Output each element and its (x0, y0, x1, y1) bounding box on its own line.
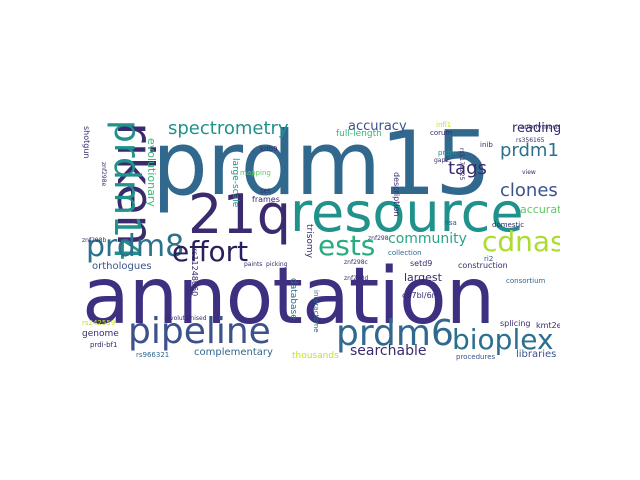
word-splicing: splicing (500, 319, 531, 328)
word-riken: riken (106, 122, 164, 247)
word-construction: construction (458, 261, 508, 270)
word-setd9: setd9 (410, 259, 433, 268)
word-database: database (288, 278, 298, 320)
word-description: description (392, 172, 401, 217)
word-znf298c: znf298c (344, 259, 368, 266)
word-set: set (260, 187, 271, 195)
word-full-length: full-length (336, 129, 382, 139)
word-large-scale: large-scale (230, 158, 240, 208)
word-shotgun: shotgun (82, 126, 91, 159)
word-prdm: prdm (438, 149, 457, 157)
word-complementary: complementary (194, 347, 273, 358)
word-prdm6: prdm6 (336, 313, 454, 354)
word-tags: tags (448, 158, 487, 179)
word-c57bl6n: c57bl/6n (402, 291, 437, 300)
word-effort: effort (172, 235, 249, 268)
word-collection: collection (388, 249, 422, 257)
word-annotation: annotation (82, 252, 495, 342)
word-kdb9: kdb9 (260, 145, 278, 153)
word-mapping: mapping (240, 169, 271, 177)
word-interactome: interactome (312, 290, 320, 333)
word-znf298e: znf298e (100, 162, 107, 187)
word-ests: ests (318, 229, 376, 262)
word-cdnas: cdnas (482, 225, 560, 258)
word-inib: inib (480, 141, 493, 149)
word-21q: 21q (188, 183, 291, 246)
word-domestic: domestic (492, 221, 525, 229)
word-rs966321: rs966321 (136, 351, 170, 359)
word-evolutionary: evolutionary (145, 138, 158, 207)
word-libraries: libraries (516, 349, 557, 360)
word-reading: reading (512, 121, 560, 136)
word-orthologues: orthologues (92, 261, 152, 272)
word-ri2: ri2 (484, 255, 494, 263)
word-trisomy: trisomy (304, 224, 314, 259)
word-clones: clones (500, 180, 558, 201)
word-cloud: prdm15 annotation resource 21q riken pip… (80, 118, 560, 363)
word-znf298b: znf298b (82, 237, 107, 244)
word-znf298: znf298 (368, 235, 389, 242)
word-prdm14: prdm14 (106, 120, 147, 261)
word-revolutionised: revolutionised (164, 315, 207, 322)
word-resource: resource (290, 181, 524, 244)
word-infl1: infl1 (436, 121, 452, 129)
word-rs1179225: rs1179225 (458, 148, 465, 181)
word-genome: genome (82, 329, 119, 339)
word-community: community (388, 231, 467, 247)
word-znf298d: znf298d (344, 275, 369, 282)
word-rs356165: rs356165 (516, 137, 545, 144)
word-prdi-bfl: prdi-bf1 (90, 341, 118, 349)
word-frames: frames (252, 195, 280, 204)
word-rs242559: rs242559 (82, 319, 116, 327)
word-prdm12: prdm12 (500, 140, 560, 161)
word-prdm15: prdm15 (152, 118, 491, 215)
word-thousands: thousands (292, 351, 339, 361)
word-consortium: consortium (506, 277, 546, 285)
word-searchable: searchable (350, 343, 427, 359)
word-prdm8: prdm8 (86, 229, 185, 264)
word-accuracy: accuracy (348, 119, 407, 134)
word-risa: risa (444, 219, 457, 227)
word-bioplex: bioplex (452, 323, 554, 356)
word-pipeline: pipeline (128, 311, 271, 352)
word-rs11248060: rs11248060 (190, 248, 199, 297)
word-procedures: procedures (456, 353, 496, 361)
word-anonymous: anonymous (520, 123, 560, 131)
word-paints: paints (244, 261, 263, 268)
word-gap2: gap2 (434, 157, 450, 164)
word-picking: picking (266, 261, 288, 268)
word-largest: largest (404, 271, 442, 284)
word-spectrometry: spectrometry (168, 118, 289, 139)
word-view: view (522, 169, 536, 176)
word-kmt2e: kmt2e (536, 321, 560, 330)
word-corum: corum (430, 129, 453, 137)
word-accurate: accurate (520, 203, 560, 216)
